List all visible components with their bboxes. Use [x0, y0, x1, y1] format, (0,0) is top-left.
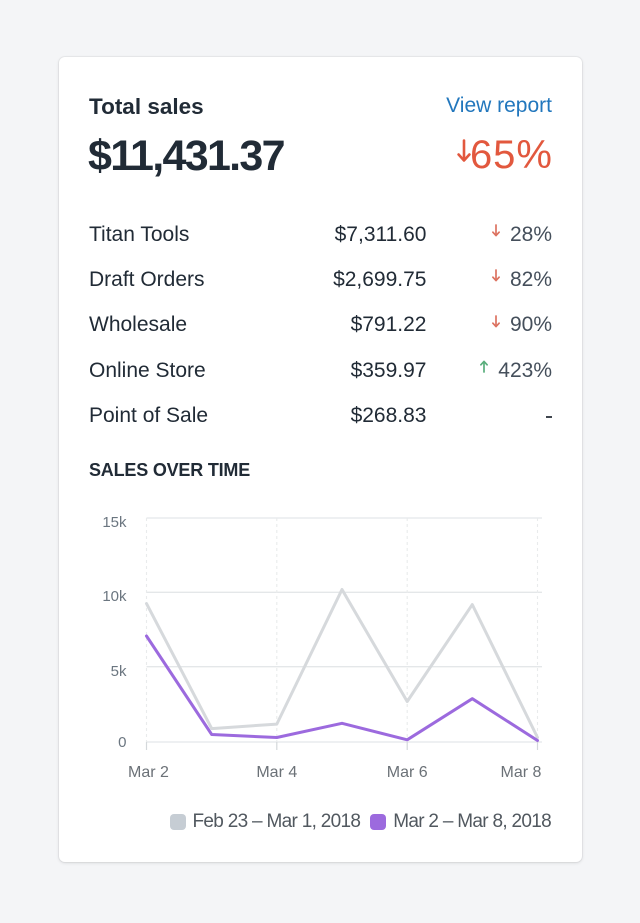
svg-text:Mar 6: Mar 6: [387, 764, 428, 781]
svg-text:Mar 2: Mar 2: [128, 764, 169, 781]
svg-text:5k: 5k: [111, 663, 127, 680]
svg-text:10k: 10k: [102, 588, 127, 605]
svg-text:Mar 8: Mar 8: [501, 764, 542, 781]
svg-text:15k: 15k: [102, 514, 127, 531]
svg-text:0: 0: [118, 734, 126, 751]
svg-text:Mar 4: Mar 4: [256, 764, 297, 781]
